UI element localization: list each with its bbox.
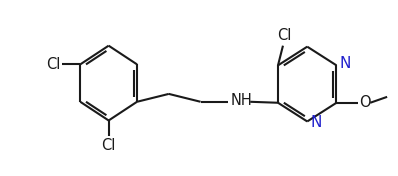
Text: Cl: Cl <box>277 28 291 43</box>
Text: O: O <box>359 95 371 110</box>
Text: NH: NH <box>230 93 252 108</box>
Text: Cl: Cl <box>46 57 60 72</box>
Text: Cl: Cl <box>101 138 116 153</box>
Text: N: N <box>310 115 322 130</box>
Text: N: N <box>339 56 351 71</box>
